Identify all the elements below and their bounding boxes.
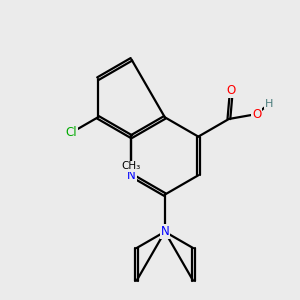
Text: N: N xyxy=(127,169,136,182)
Text: O: O xyxy=(227,84,236,97)
Text: Cl: Cl xyxy=(65,126,77,140)
Text: CH₃: CH₃ xyxy=(122,161,141,171)
Text: O: O xyxy=(252,108,261,121)
Text: N: N xyxy=(160,225,169,238)
Text: H: H xyxy=(265,99,273,109)
